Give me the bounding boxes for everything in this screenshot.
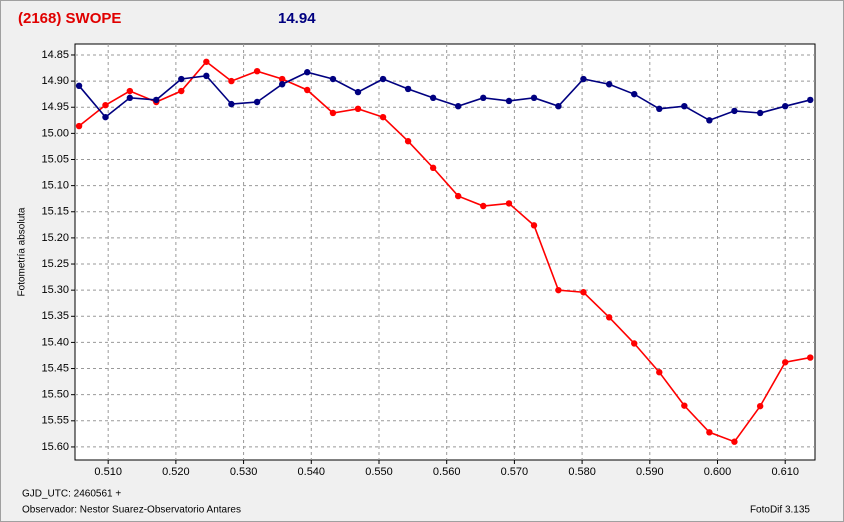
point bbox=[75, 82, 83, 90]
point bbox=[404, 85, 412, 93]
point bbox=[480, 94, 487, 102]
y-tick-label: 15.10 bbox=[41, 180, 69, 192]
x-tick-label: 0.610 bbox=[771, 466, 799, 478]
point bbox=[153, 96, 160, 104]
point bbox=[555, 102, 562, 110]
y-tick-label: 15.30 bbox=[41, 284, 69, 296]
point bbox=[756, 109, 764, 117]
point bbox=[379, 113, 387, 121]
point bbox=[102, 113, 109, 121]
point bbox=[203, 72, 210, 80]
x-tick-label: 0.530 bbox=[230, 466, 258, 478]
point bbox=[706, 117, 713, 124]
y-tick-label: 15.60 bbox=[41, 441, 69, 453]
point bbox=[102, 101, 109, 109]
y-tick-label: 15.55 bbox=[41, 415, 69, 427]
point bbox=[75, 122, 83, 130]
point bbox=[605, 314, 613, 321]
point bbox=[605, 81, 613, 88]
y-tick-label: 15.20 bbox=[41, 232, 69, 244]
point bbox=[203, 58, 210, 65]
x-tick-label: 0.580 bbox=[568, 466, 596, 478]
chart-subtitle: 14.94 bbox=[278, 10, 316, 27]
point bbox=[631, 90, 638, 98]
point bbox=[756, 402, 764, 410]
plot-area bbox=[74, 43, 816, 461]
x-tick-label: 0.570 bbox=[501, 466, 529, 478]
point bbox=[429, 94, 437, 102]
point bbox=[505, 97, 513, 105]
point bbox=[555, 286, 562, 294]
point bbox=[126, 87, 134, 95]
point bbox=[455, 192, 462, 200]
point bbox=[580, 75, 587, 83]
series-line bbox=[78, 60, 811, 443]
point bbox=[354, 105, 362, 113]
point bbox=[278, 75, 286, 83]
x-tick-label: 0.600 bbox=[704, 466, 732, 478]
point bbox=[304, 69, 311, 76]
point bbox=[530, 222, 538, 229]
date-label: GJD_UTC: 2460561 + bbox=[22, 489, 121, 500]
observer: Observador: Nestor Suarez-Observatorio A… bbox=[22, 505, 241, 516]
point bbox=[706, 429, 713, 436]
point bbox=[178, 75, 185, 83]
y-tick-label: 15.00 bbox=[41, 127, 69, 139]
point bbox=[782, 102, 789, 110]
point bbox=[656, 105, 663, 113]
point bbox=[656, 369, 663, 376]
point bbox=[429, 164, 437, 172]
point bbox=[731, 107, 738, 115]
y-tick-label: 15.35 bbox=[41, 310, 69, 322]
point bbox=[278, 81, 286, 88]
point bbox=[807, 354, 814, 361]
y-tick-label: 15.05 bbox=[41, 153, 69, 165]
point bbox=[329, 109, 337, 117]
y-axis-label: Fotometría absoluta bbox=[17, 207, 28, 296]
series-line bbox=[78, 71, 811, 122]
x-tick-label: 0.560 bbox=[433, 466, 461, 478]
point bbox=[329, 75, 337, 83]
x-tick-label: 0.520 bbox=[162, 466, 190, 478]
point bbox=[530, 94, 538, 102]
y-tick-label: 14.85 bbox=[41, 49, 69, 61]
point bbox=[505, 200, 513, 207]
point bbox=[455, 102, 462, 110]
y-tick-label: 14.90 bbox=[41, 75, 69, 87]
point bbox=[404, 138, 412, 145]
point bbox=[782, 359, 789, 366]
y-tick-label: 15.15 bbox=[41, 206, 69, 218]
point bbox=[178, 87, 185, 95]
point bbox=[480, 202, 487, 210]
x-tick-label: 0.590 bbox=[636, 466, 664, 478]
point bbox=[228, 77, 235, 85]
y-tick-label: 14.95 bbox=[41, 101, 69, 113]
point bbox=[228, 100, 235, 108]
point bbox=[126, 94, 134, 102]
x-tick-label: 0.540 bbox=[298, 466, 326, 478]
x-tick-label: 0.510 bbox=[94, 466, 122, 478]
y-tick-label: 15.25 bbox=[41, 258, 69, 270]
point bbox=[580, 289, 587, 296]
point bbox=[354, 88, 362, 96]
point bbox=[681, 402, 688, 409]
point bbox=[304, 86, 311, 94]
y-tick-label: 15.40 bbox=[41, 336, 69, 348]
software: FotoDif 3.135 bbox=[750, 505, 810, 516]
point bbox=[253, 98, 261, 106]
point bbox=[253, 67, 261, 75]
y-tick-label: 15.50 bbox=[41, 389, 69, 401]
x-tick-label: 0.550 bbox=[365, 466, 393, 478]
point bbox=[807, 96, 814, 104]
y-tick-label: 15.45 bbox=[41, 362, 69, 374]
point bbox=[681, 102, 688, 110]
point bbox=[631, 340, 638, 347]
point bbox=[731, 438, 738, 445]
point bbox=[379, 75, 387, 83]
chart-title: (2168) SWOPE bbox=[18, 10, 121, 27]
